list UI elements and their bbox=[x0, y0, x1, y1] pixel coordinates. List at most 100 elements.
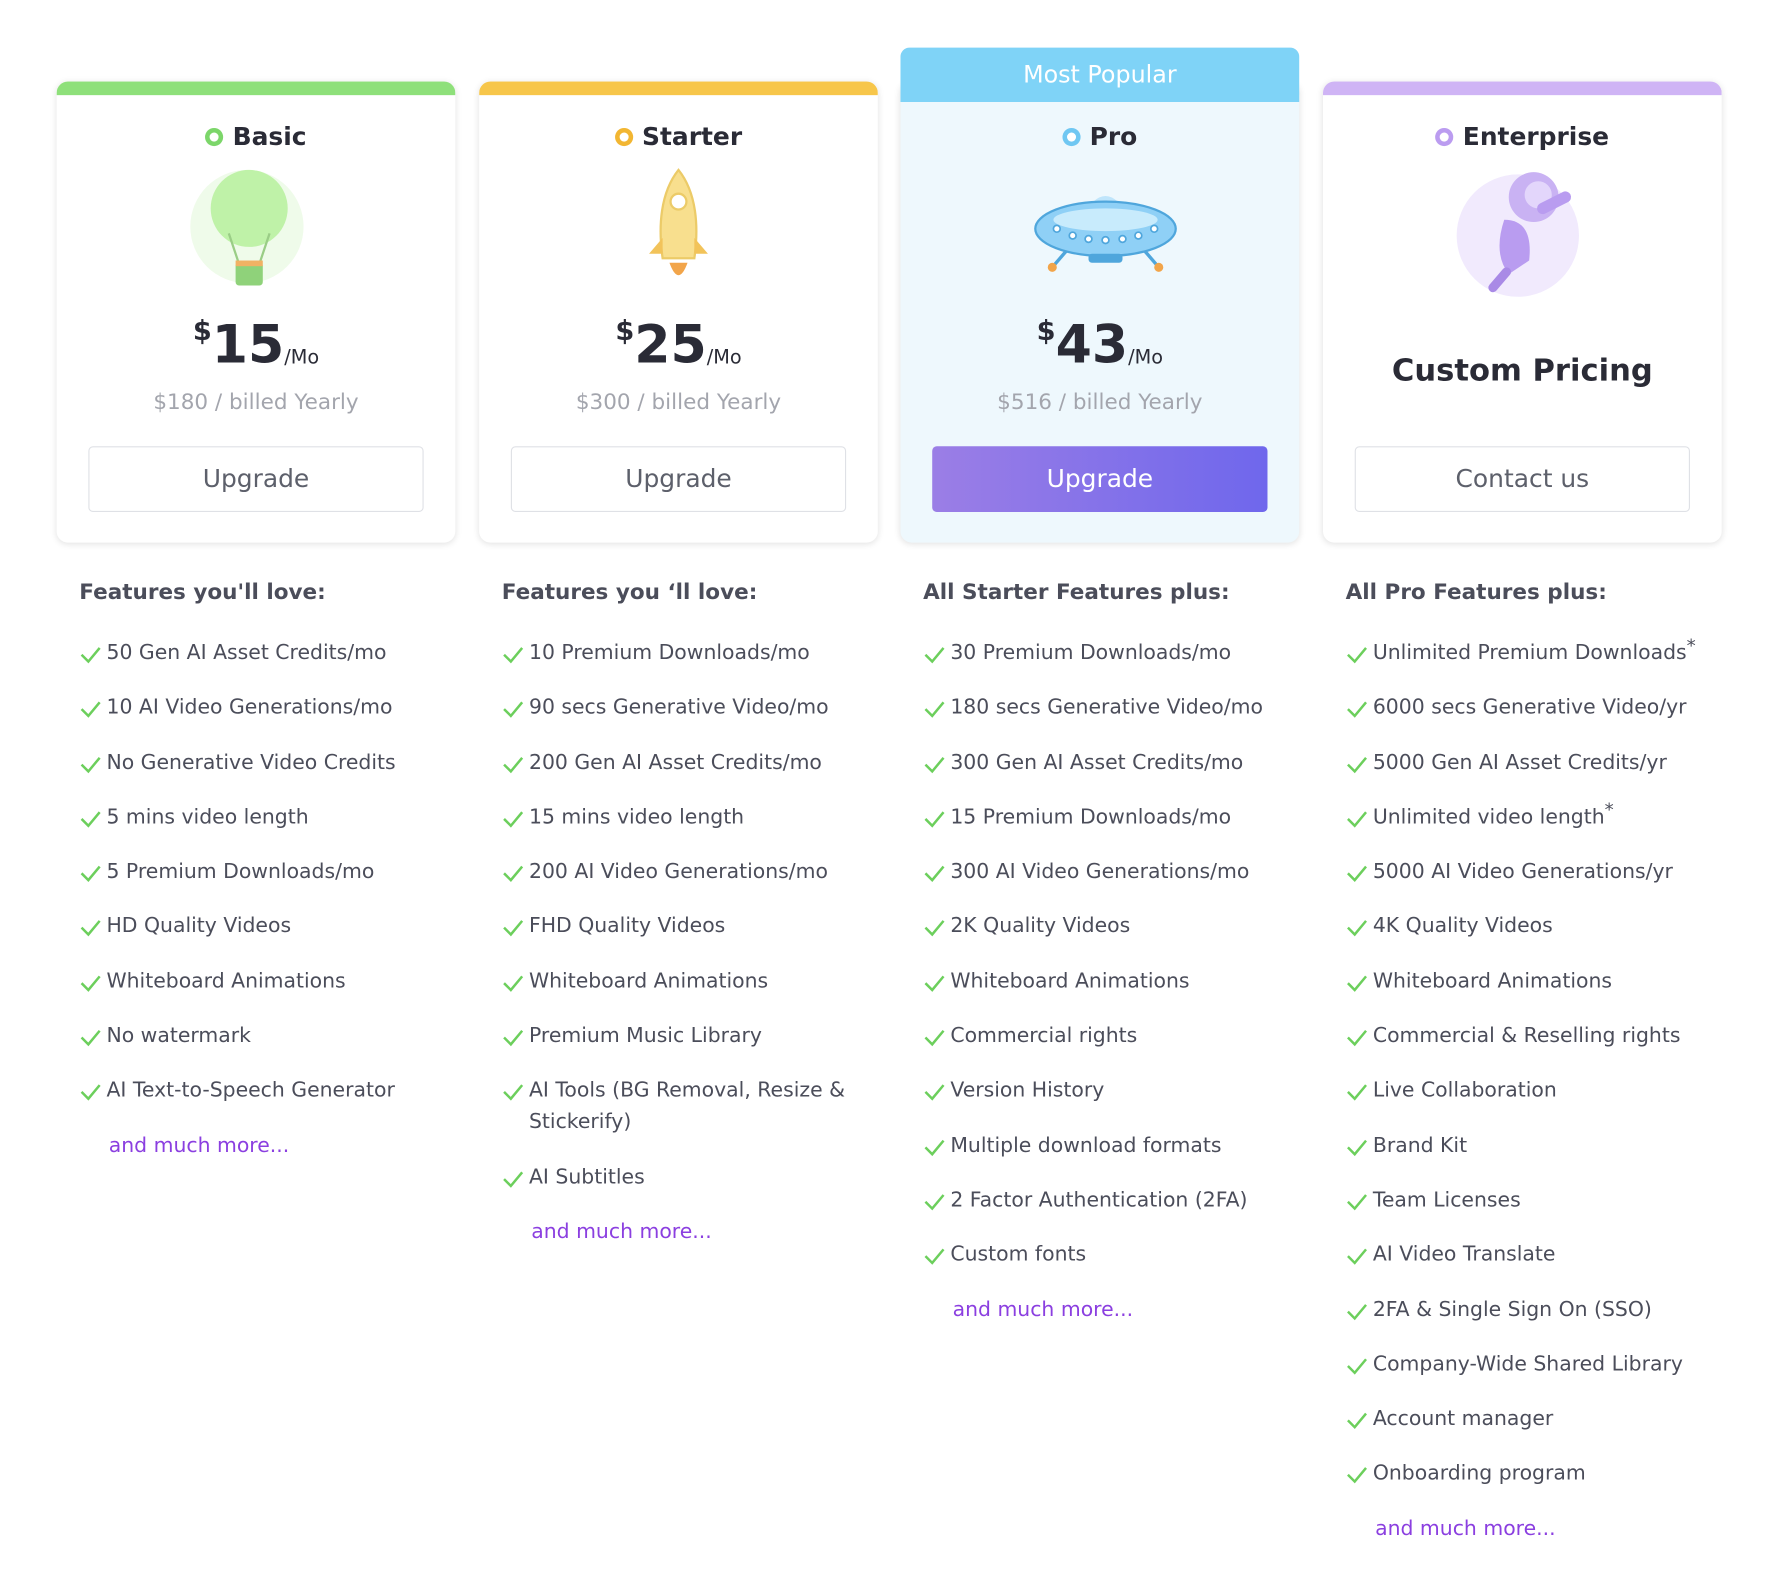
feature-text: 300 Gen AI Asset Credits/mo bbox=[950, 747, 1243, 779]
currency: $ bbox=[1036, 314, 1056, 347]
check-icon bbox=[923, 857, 950, 889]
feature-text: FHD Quality Videos bbox=[529, 911, 725, 943]
feature-text: 50 Gen AI Asset Credits/mo bbox=[106, 638, 386, 670]
feature-item: HD Quality Videos bbox=[79, 911, 441, 943]
feature-item: Company-Wide Shared Library bbox=[1346, 1349, 1708, 1381]
check-icon bbox=[1346, 802, 1373, 834]
check-icon bbox=[923, 1130, 950, 1162]
check-icon bbox=[1346, 911, 1373, 943]
price: $15/Mo bbox=[57, 308, 456, 376]
feature-label: FHD Quality Videos bbox=[528, 914, 726, 939]
star-icon bbox=[614, 127, 633, 147]
feature-item: 300 AI Video Generations/mo bbox=[923, 857, 1285, 889]
more-link[interactable]: and much more... bbox=[952, 1297, 1134, 1322]
feature-text: Custom fonts bbox=[950, 1239, 1086, 1271]
feature-item: Unlimited Premium Downloads* bbox=[1346, 636, 1708, 670]
period: /Mo bbox=[1128, 346, 1163, 370]
more-link[interactable]: and much more... bbox=[531, 1219, 712, 1244]
check-icon bbox=[79, 802, 106, 834]
feature-text: 2 Factor Authentication (2FA) bbox=[950, 1185, 1247, 1217]
currency: $ bbox=[615, 314, 635, 347]
more-link[interactable]: and much more... bbox=[1375, 1516, 1556, 1541]
feature-item: Whiteboard Animations bbox=[502, 966, 864, 998]
features: Features you ‘ll love: 10 Premium Downloa… bbox=[502, 572, 864, 1248]
check-icon bbox=[1346, 638, 1373, 670]
plan-title: Enterprise bbox=[1323, 120, 1722, 154]
feature-text: AI Tools (BG Removal, Resize & Stickerif… bbox=[529, 1075, 864, 1138]
feature-label: Unlimited video length bbox=[1372, 805, 1605, 830]
illustration bbox=[188, 163, 324, 301]
plan-name: Starter bbox=[642, 122, 743, 152]
feature-item: FHD Quality Videos bbox=[502, 911, 864, 943]
color-bar bbox=[56, 81, 456, 96]
feature-label: Version History bbox=[950, 1078, 1105, 1103]
period: /Mo bbox=[284, 346, 320, 370]
feature-text: Whiteboard Animations bbox=[950, 966, 1189, 998]
feature-item: AI Tools (BG Removal, Resize & Stickerif… bbox=[502, 1075, 864, 1138]
check-icon bbox=[1346, 966, 1373, 998]
check-icon bbox=[923, 638, 950, 670]
yearly-price: $516 / billed Yearly bbox=[997, 389, 1203, 415]
check-icon bbox=[1346, 1239, 1373, 1271]
feature-label: Whiteboard Animations bbox=[950, 969, 1190, 994]
feature-label: Whiteboard Animations bbox=[106, 969, 346, 994]
cta-button[interactable]: Upgrade bbox=[510, 446, 847, 512]
plan-title: Starter bbox=[479, 120, 878, 154]
feature-item: Version History bbox=[923, 1075, 1285, 1107]
cta-button[interactable]: Upgrade bbox=[88, 446, 424, 512]
feature-text: Company-Wide Shared Library bbox=[1373, 1349, 1683, 1381]
feature-item: AI Video Translate bbox=[1346, 1239, 1708, 1271]
feature-text: No Generative Video Credits bbox=[106, 747, 395, 779]
star-icon bbox=[1435, 127, 1454, 147]
feature-label: 5 Premium Downloads/mo bbox=[106, 859, 375, 884]
feature-label: Brand Kit bbox=[1372, 1133, 1468, 1158]
feature-label: AI Video Translate bbox=[1372, 1242, 1556, 1267]
feature-text: Whiteboard Animations bbox=[529, 966, 768, 998]
cta-button[interactable]: Contact us bbox=[1354, 446, 1690, 512]
amount: 15 bbox=[211, 313, 285, 375]
feature-text: 90 secs Generative Video/mo bbox=[529, 692, 829, 724]
illustration bbox=[1032, 163, 1177, 301]
cta-button[interactable]: Upgrade bbox=[932, 446, 1268, 512]
features-heading: Features you'll love: bbox=[79, 579, 326, 605]
star-icon bbox=[205, 127, 224, 147]
more-link[interactable]: and much more... bbox=[108, 1133, 290, 1158]
check-icon bbox=[79, 1021, 106, 1053]
plan-name: Pro bbox=[1089, 122, 1138, 152]
feature-text: Whiteboard Animations bbox=[1373, 966, 1612, 998]
feature-item: Unlimited video length* bbox=[1346, 800, 1708, 834]
feature-label: Whiteboard Animations bbox=[1372, 969, 1613, 994]
features: Features you'll love: 50 Gen AI Asset Cre… bbox=[79, 572, 441, 1162]
feature-label: Onboarding program bbox=[1372, 1461, 1586, 1486]
feature-label: Commercial rights bbox=[950, 1024, 1138, 1048]
yearly-price: $180 / billed Yearly bbox=[153, 389, 359, 415]
check-icon bbox=[923, 1185, 950, 1217]
feature-item: AI Subtitles bbox=[502, 1162, 864, 1194]
feature-item: Commercial & Reselling rights bbox=[1346, 1021, 1708, 1053]
check-icon bbox=[1346, 1075, 1373, 1107]
feature-item: 6000 secs Generative Video/yr bbox=[1346, 692, 1708, 724]
feature-item: 200 Gen AI Asset Credits/mo bbox=[502, 747, 864, 779]
feature-label: Unlimited Premium Downloads bbox=[1372, 641, 1687, 665]
feature-label: 2 Factor Authentication (2FA) bbox=[950, 1188, 1248, 1212]
plan-title: Pro bbox=[900, 120, 1299, 154]
footnote-mark: * bbox=[1686, 634, 1696, 656]
price: $25/Mo bbox=[479, 308, 878, 376]
feature-item: Brand Kit bbox=[1346, 1130, 1708, 1162]
features: All Pro Features plus: Unlimited Premium … bbox=[1346, 572, 1708, 1545]
check-icon bbox=[502, 857, 529, 889]
feature-label: AI Tools (BG Removal, Resize & Stickerif… bbox=[528, 1078, 846, 1135]
check-icon bbox=[923, 802, 950, 834]
check-icon bbox=[502, 966, 529, 998]
plan-card: Enterprise Custom Pricing Contact us bbox=[1322, 81, 1722, 543]
check-icon bbox=[79, 911, 106, 943]
plan-name: Enterprise bbox=[1462, 122, 1610, 152]
check-icon bbox=[923, 1021, 950, 1053]
feature-item: 10 AI Video Generations/mo bbox=[79, 692, 441, 724]
feature-text: 300 AI Video Generations/mo bbox=[950, 857, 1249, 889]
feature-text: Unlimited Premium Downloads* bbox=[1372, 636, 1696, 670]
feature-text: 5 mins video length bbox=[106, 802, 308, 834]
feature-label: 300 AI Video Generations/mo bbox=[950, 859, 1250, 884]
feature-item: 5000 AI Video Generations/yr bbox=[1346, 857, 1708, 889]
illustration bbox=[1454, 163, 1590, 301]
